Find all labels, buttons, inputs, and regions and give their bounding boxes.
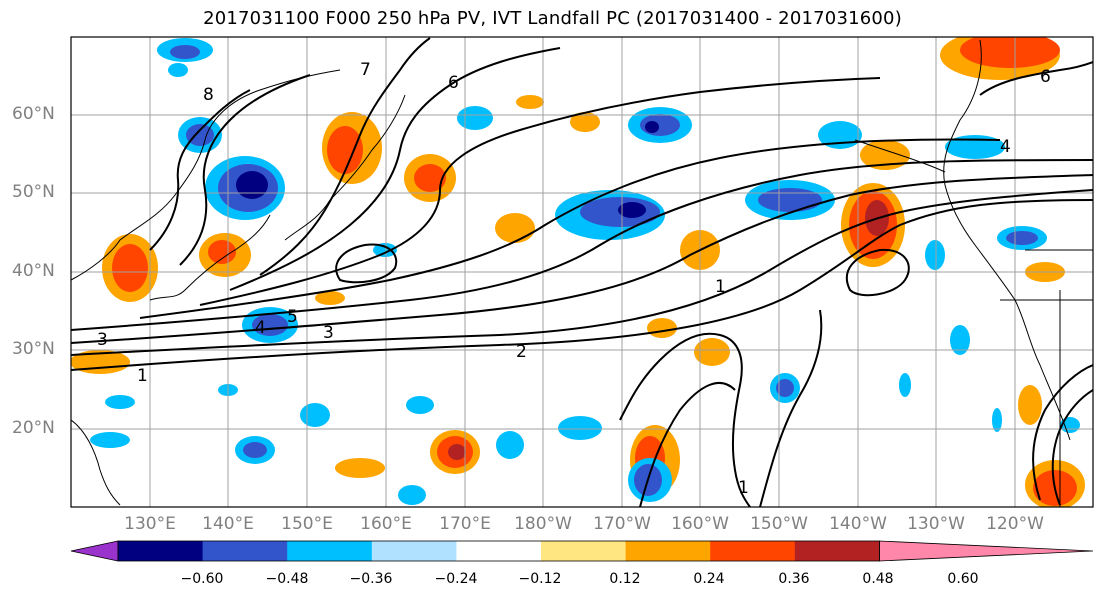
lat-label-40: 40°N: [12, 261, 55, 281]
lon-label-180w: 180°W: [514, 514, 572, 534]
colorbar-tick-label: 0.48: [862, 571, 894, 587]
shaded-anomalies: [71, 37, 1085, 507]
lat-label-60: 60°N: [12, 104, 55, 124]
coastlines: [71, 39, 1093, 507]
contour-label-1-bottom: 1: [738, 478, 749, 498]
lon-label-140w: 140°W: [829, 514, 887, 534]
contour-label-6-right: 6: [1040, 67, 1051, 87]
colorbar-tick-label: 0.60: [947, 571, 979, 587]
colorbar-tick-label: 0.36: [778, 571, 810, 587]
contour-label-6: 6: [448, 73, 459, 93]
lon-label-120w: 120°W: [986, 514, 1044, 534]
colorbar-tick-label: 0.24: [693, 571, 725, 587]
contour-label-4-right: 4: [1000, 137, 1011, 157]
colorbar-segment: [371, 541, 457, 561]
contour-label-3-left: 3: [97, 330, 108, 350]
map-title: 2017031100 F000 250 hPa PV, IVT Landfall…: [203, 8, 902, 29]
colorbar-tick-label: 0.12: [609, 571, 641, 587]
colorbar-segment: [625, 541, 711, 561]
contour-label-3: 3: [323, 323, 334, 343]
contour-label-5: 5: [287, 307, 298, 327]
colorbar-segment: [202, 541, 288, 561]
lat-label-20: 20°N: [12, 418, 55, 438]
contour-label-8: 8: [203, 85, 214, 105]
colorbar-tick-label: −0.48: [265, 571, 309, 587]
colorbar-segment: [118, 541, 204, 561]
colorbar: [70, 540, 1094, 562]
colorbar-tick-label: −0.60: [180, 571, 224, 587]
lon-label-150w: 150°W: [750, 514, 808, 534]
contour-label-4: 4: [255, 318, 266, 338]
colorbar-extend-min: [70, 540, 119, 562]
contour-label-1-left: 1: [137, 366, 148, 386]
lon-label-170e: 170°E: [439, 514, 491, 534]
colorbar-border: [117, 540, 880, 562]
lat-label-50: 50°N: [12, 182, 55, 202]
colorbar-tick-label: −0.36: [349, 571, 393, 587]
colorbar-tick-label: −0.24: [434, 571, 478, 587]
map-border: [70, 36, 1094, 508]
lon-label-170w: 170°W: [593, 514, 651, 534]
lon-label-130w: 130°W: [907, 514, 965, 534]
contour-labels: 8 7 6 5 4 3 2 1 6 4 3 1 1: [97, 60, 1051, 498]
lon-label-150e: 150°E: [281, 514, 333, 534]
colorbar-segment: [541, 541, 627, 561]
colorbar-tick-label: −0.12: [518, 571, 562, 587]
lon-label-160w: 160°W: [671, 514, 729, 534]
contour-label-2: 2: [516, 342, 527, 362]
contour-label-7: 7: [360, 60, 371, 80]
colorbar-segment: [710, 541, 796, 561]
colorbar-segment: [287, 541, 373, 561]
contour-label-1: 1: [715, 277, 726, 297]
colorbar-segment: [456, 541, 542, 561]
lon-label-160e: 160°E: [360, 514, 412, 534]
lon-label-130e: 130°E: [124, 514, 176, 534]
graticule: [71, 37, 1093, 507]
lon-label-140e: 140°E: [202, 514, 254, 534]
colorbar-segment: [794, 541, 880, 561]
colorbar-extend-max: [879, 540, 1094, 562]
pv-contours: [71, 37, 1093, 507]
lat-label-30: 30°N: [12, 339, 55, 359]
